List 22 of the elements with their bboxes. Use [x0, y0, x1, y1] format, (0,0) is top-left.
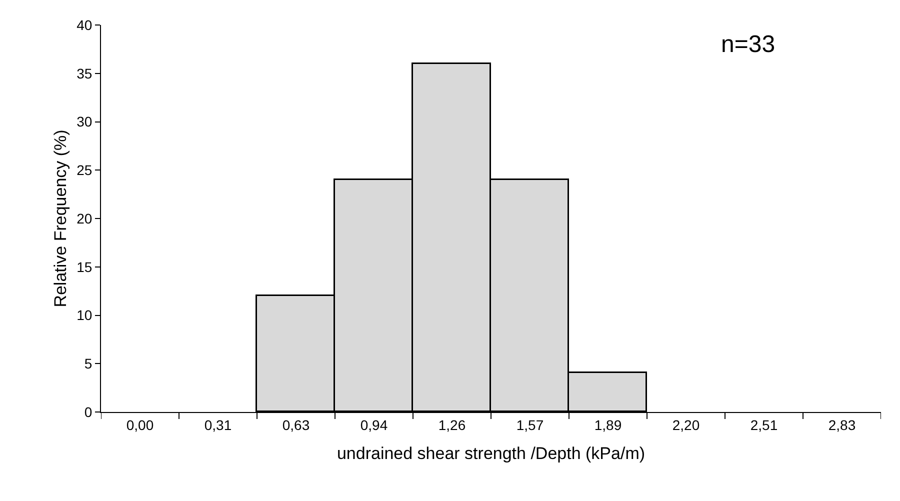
- x-tick-label: 2,83: [828, 416, 856, 433]
- x-tick-label: 0,94: [360, 416, 388, 433]
- y-tick-label: 35: [76, 65, 92, 82]
- x-axis-title: undrained shear strength /Depth (kPa/m): [336, 444, 646, 464]
- y-tick-label: 25: [76, 162, 92, 178]
- y-tick-label: 10: [76, 307, 92, 324]
- y-tick-label: 0: [84, 404, 92, 420]
- y-tick-label: 20: [76, 210, 92, 226]
- x-tick-label: 2,20: [672, 416, 700, 433]
- x-tick-label: 1,26: [438, 416, 466, 433]
- x-tick-label: 2,51: [750, 416, 778, 433]
- x-tick-label: 0,00: [126, 416, 154, 433]
- y-tick-label: 15: [76, 258, 92, 275]
- y-tick-label: 5: [84, 356, 92, 372]
- x-tick-label: 0,63: [282, 416, 310, 433]
- x-tick-label: 1,89: [594, 416, 622, 433]
- x-tick-label: 1,57: [516, 416, 544, 433]
- annotation: n=33: [721, 31, 776, 58]
- y-axis-title: Relative Frequency (%): [51, 130, 70, 308]
- y-tick-label: 30: [76, 114, 92, 130]
- y-tick-label: 40: [76, 16, 92, 33]
- x-tick-label: 0,31: [204, 416, 232, 433]
